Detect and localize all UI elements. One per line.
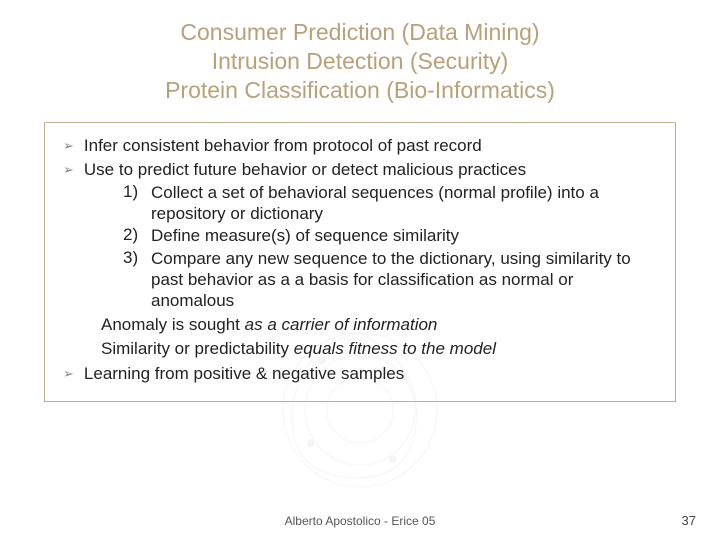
title-line-3: Protein Classification (Bio-Informatics) [30, 76, 690, 105]
italic-2-prefix: Similarity or predictability [101, 339, 294, 358]
italic-line-2: Similarity or predictability equals fitn… [101, 339, 657, 359]
italic-1-prefix: Anomaly is sought [101, 315, 245, 334]
bullet-1-text: Infer consistent behavior from protocol … [84, 135, 482, 156]
num-1-text: Collect a set of behavioral sequences (n… [151, 182, 657, 225]
italic-1-em: as a carrier of information [245, 315, 438, 334]
slide-container: Consumer Prediction (Data Mining) Intrus… [0, 0, 720, 540]
italic-line-1: Anomaly is sought as a carrier of inform… [101, 315, 657, 335]
numbered-item-2: 2) Define measure(s) of sequence similar… [123, 225, 657, 246]
content-box: ➢ Infer consistent behavior from protoco… [44, 122, 676, 401]
numbered-list: 1) Collect a set of behavioral sequences… [123, 182, 657, 312]
num-3-text: Compare any new sequence to the dictiona… [151, 248, 657, 312]
bullet-2: ➢ Use to predict future behavior or dete… [63, 159, 657, 180]
bullet-marker-icon: ➢ [63, 366, 74, 382]
title-line-2: Intrusion Detection (Security) [30, 47, 690, 76]
num-2-text: Define measure(s) of sequence similarity [151, 225, 459, 246]
footer-text: Alberto Apostolico - Erice 05 [285, 514, 436, 528]
numbered-item-3: 3) Compare any new sequence to the dicti… [123, 248, 657, 312]
num-1-label: 1) [123, 182, 151, 202]
footer: Alberto Apostolico - Erice 05 [0, 514, 720, 528]
bullet-marker-icon: ➢ [63, 162, 74, 178]
num-3-label: 3) [123, 248, 151, 268]
italic-2-em: equals fitness to the model [294, 339, 496, 358]
bullet-3: ➢ Learning from positive & negative samp… [63, 363, 657, 384]
bullet-marker-icon: ➢ [63, 138, 74, 154]
numbered-item-1: 1) Collect a set of behavioral sequences… [123, 182, 657, 225]
title-block: Consumer Prediction (Data Mining) Intrus… [30, 18, 690, 104]
title-line-1: Consumer Prediction (Data Mining) [30, 18, 690, 47]
bullet-1: ➢ Infer consistent behavior from protoco… [63, 135, 657, 156]
num-2-label: 2) [123, 225, 151, 245]
bullet-2-text: Use to predict future behavior or detect… [84, 159, 526, 180]
page-number: 37 [682, 513, 696, 528]
bullet-3-text: Learning from positive & negative sample… [84, 363, 404, 384]
